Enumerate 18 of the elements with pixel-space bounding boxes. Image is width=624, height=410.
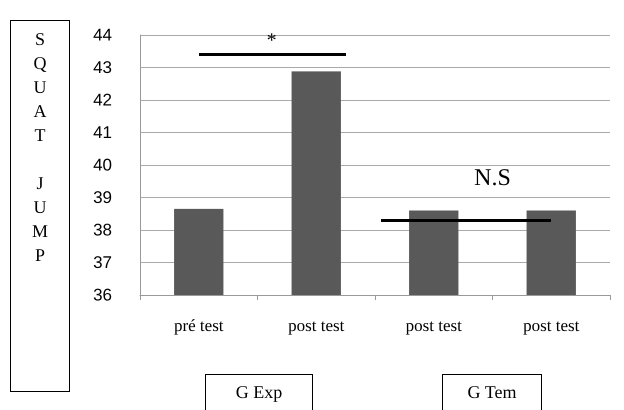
y-tick-label: 40 [93,156,112,174]
y-tick-label: 37 [93,253,112,272]
annotation: * [266,30,277,52]
annotation: N.S [474,165,511,191]
x-tick-label: post test [406,316,462,335]
x-tick-label: pré test [174,316,224,335]
y-tick-label: 43 [93,58,112,77]
y-tick-label: 44 [93,26,112,44]
text: G Tem [442,374,542,410]
x-tick-label: post test [523,316,580,335]
text: G Exp [205,374,313,410]
y-tick-label: 41 [93,123,112,142]
y-tick-label: 36 [93,286,112,304]
y-tick-label: 38 [93,220,112,240]
x-tick-label: post test [288,316,345,335]
y-tick-label: 39 [93,188,112,207]
text: SQUAT JUMP [32,29,48,265]
y-tick-label: 42 [93,90,112,110]
